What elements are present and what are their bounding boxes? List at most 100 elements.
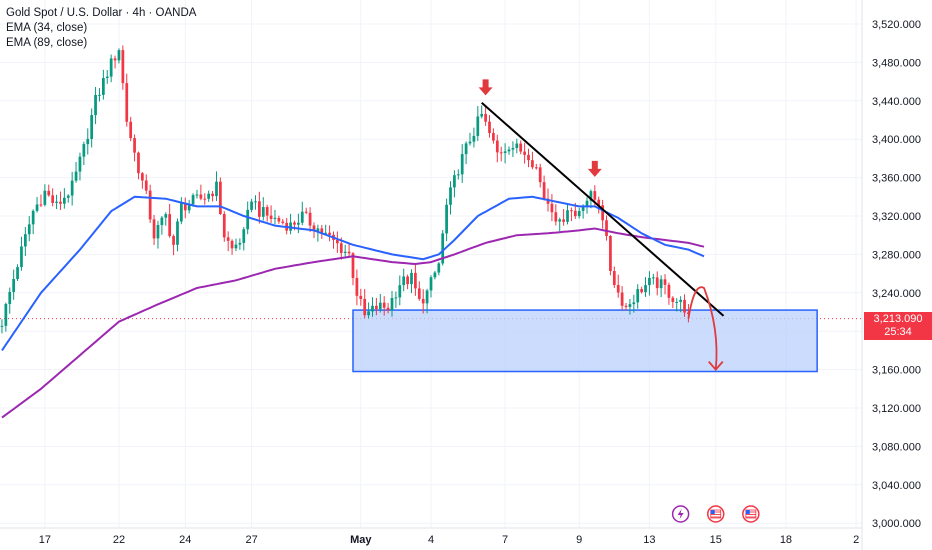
candle [265,204,269,222]
candle [359,288,363,306]
candle [12,269,16,300]
candle-body [679,299,682,302]
chart-legend: Gold Spot / U.S. Dollar · 4h · OANDA EMA… [6,6,196,51]
candle [141,172,144,189]
candle [160,216,164,235]
candle-body [176,221,179,245]
candles [0,45,690,334]
candle [480,105,484,119]
candle-body [336,239,339,244]
candle-body [230,240,234,249]
candle [78,152,82,181]
candle [554,204,558,226]
y-axis[interactable]: 3,520.000 3,480.000 3,440.000 3,400.000 3,36… [872,19,921,530]
candle-body [367,311,370,316]
candle-body [300,211,304,223]
candle [316,224,320,242]
candle-body [160,217,164,226]
x-tick-label: 17 [39,534,51,546]
candle [667,282,671,305]
candle [176,218,179,252]
candle [66,194,70,203]
candle [55,194,58,210]
candle [386,302,390,314]
candle-body [382,302,386,308]
candle [51,188,55,207]
demand-zone-box [352,309,818,373]
candle-body [511,147,515,150]
candle [152,214,156,245]
candle [609,234,612,276]
economic-events[interactable] [671,505,760,523]
candle [628,298,632,315]
ema34-legend[interactable]: EMA (34, close) [6,22,88,34]
candle-body [339,243,343,253]
candle-body [86,138,90,145]
us-flag-icon[interactable] [706,505,725,523]
candle [98,88,101,102]
candle [542,175,546,201]
candle-body [437,263,441,273]
candle [320,225,324,239]
candle-body [620,292,624,306]
candle [347,243,351,258]
ema89-legend[interactable]: EMA (89, close) [6,37,88,49]
candle [558,217,562,232]
candle-body [8,291,12,304]
candle-body [636,289,640,303]
candle [495,134,499,163]
candle [156,220,160,249]
candle-body [355,277,359,296]
candle-body [312,225,316,232]
candle-body [347,251,351,254]
candle [273,209,277,225]
candle-body [222,213,226,238]
candle [648,271,651,296]
candle [351,252,355,286]
candle [492,128,495,144]
y-tick-label: 3,360.000 [872,173,921,185]
x-axis[interactable]: 17 22 24 27 May 4 7 9 13 15 18 2 [39,534,859,546]
candle-body [663,279,667,285]
candle-body [281,221,285,223]
candle-body [316,228,320,232]
us-flag-icon[interactable] [742,505,760,523]
candle-body [90,115,94,139]
candle-body [468,141,472,144]
grid [0,0,863,550]
candle [86,128,90,155]
trendline [481,101,725,317]
candle-body [43,190,47,205]
down-arrow-icon [478,79,493,96]
candle [624,302,628,311]
candle-body [105,76,109,79]
candle [27,216,31,242]
candle [523,142,526,164]
candle [90,108,94,148]
candle-body [39,204,43,206]
candle-body [534,167,538,169]
candle [195,189,199,199]
candle-body [187,204,191,211]
candle [414,263,417,296]
candle [527,148,530,168]
candle [655,271,659,296]
candle [503,143,507,164]
candle-body [445,204,448,234]
candle [258,191,261,224]
candle-body [648,277,651,286]
candle [254,195,257,210]
candle-body [538,167,542,183]
candle-body [152,219,156,239]
candle-body [476,116,480,136]
x-tick-label: 24 [179,534,191,546]
candle-body [651,277,655,279]
candle-body [12,279,16,292]
candle [511,141,515,158]
candle [398,275,402,306]
y-tick-label: 3,280.000 [872,249,921,261]
symbol-title[interactable]: Gold Spot / U.S. Dollar · 4h · OANDA [6,7,197,19]
candle-body [523,151,526,155]
lightning-icon[interactable] [671,505,690,523]
